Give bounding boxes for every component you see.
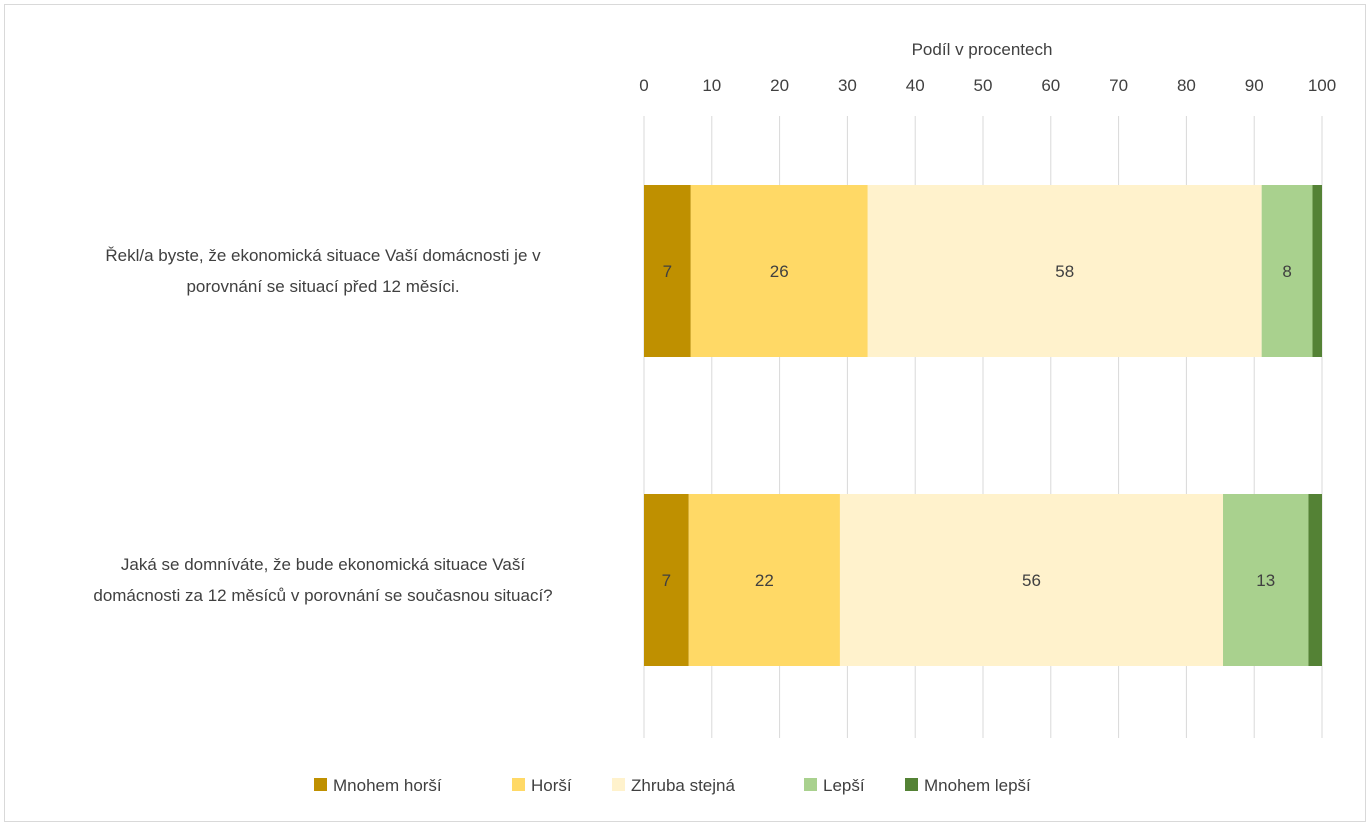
category-label-line: Jaká se domníváte, že bude ekonomická si… (121, 555, 525, 574)
legend-label-5: Mnohem lepší (924, 776, 1031, 795)
category-label-line: Řekl/a byste, že ekonomická situace Vaší… (105, 246, 541, 265)
legend-swatch-1 (314, 778, 327, 791)
data-label-2-1: 7 (662, 571, 671, 590)
category-label-2: Jaká se domníváte, že bude ekonomická si… (93, 555, 552, 605)
legend-swatch-3 (612, 778, 625, 791)
data-label-1-2: 26 (770, 262, 789, 281)
legend-label-4: Lepší (823, 776, 865, 795)
legend-swatch-4 (804, 778, 817, 791)
legend-label-1: Mnohem horší (333, 776, 442, 795)
bar-segment-2-mnohem-lepší (1308, 494, 1322, 666)
bar-segment-2-horší (688, 494, 840, 666)
legend: Mnohem horší Horší Zhruba stejná Lepší Mnohe… (314, 776, 1031, 795)
x-tick-label-100: 100 (1308, 76, 1336, 95)
bar-segment-2-lepší (1223, 494, 1309, 666)
x-tick-labels: 0 10 20 30 40 50 60 70 80 90 100 (639, 76, 1336, 95)
x-tick-label-30: 30 (838, 76, 857, 95)
bars: 7 26 58 8 7 22 56 13 (644, 185, 1322, 666)
x-tick-label-10: 10 (702, 76, 721, 95)
data-label-2-4: 13 (1256, 571, 1275, 590)
bar-segment-1-mnohem-lepší (1312, 185, 1322, 357)
x-tick-label-90: 90 (1245, 76, 1264, 95)
bar-segment-2-zhruba-stejná (839, 494, 1224, 666)
x-tick-label-50: 50 (974, 76, 993, 95)
data-label-1-3: 58 (1055, 262, 1074, 281)
x-tick-label-40: 40 (906, 76, 925, 95)
bar-segment-2-mnohem-horší (644, 494, 689, 666)
data-label-2-3: 56 (1022, 571, 1041, 590)
legend-label-3: Zhruba stejná (631, 776, 735, 795)
data-label-2-2: 22 (755, 571, 774, 590)
legend-swatch-5 (905, 778, 918, 791)
x-tick-label-60: 60 (1041, 76, 1060, 95)
bar-segment-1-mnohem-horší (644, 185, 691, 357)
data-label-1-4: 8 (1282, 262, 1291, 281)
chart-frame (4, 4, 1366, 822)
data-label-1-1: 7 (663, 262, 672, 281)
x-tick-label-0: 0 (639, 76, 648, 95)
category-label-line: domácnosti za 12 měsíců v porovnání se s… (93, 586, 552, 605)
category-label-1: Řekl/a byste, že ekonomická situace Vaší… (105, 246, 541, 296)
bar-segment-1-horší (690, 185, 868, 357)
legend-swatch-2 (512, 778, 525, 791)
bar-segment-1-lepší (1261, 185, 1313, 357)
x-tick-label-70: 70 (1109, 76, 1128, 95)
category-label-line: porovnání se situací před 12 měsíci. (186, 277, 459, 296)
x-axis-title: Podíl v procentech (912, 40, 1053, 59)
legend-label-2: Horší (531, 776, 572, 795)
x-tick-label-20: 20 (770, 76, 789, 95)
category-labels: Řekl/a byste, že ekonomická situace Vaší… (93, 246, 552, 605)
bar-segment-1-zhruba-stejná (867, 185, 1262, 357)
x-tick-label-80: 80 (1177, 76, 1196, 95)
